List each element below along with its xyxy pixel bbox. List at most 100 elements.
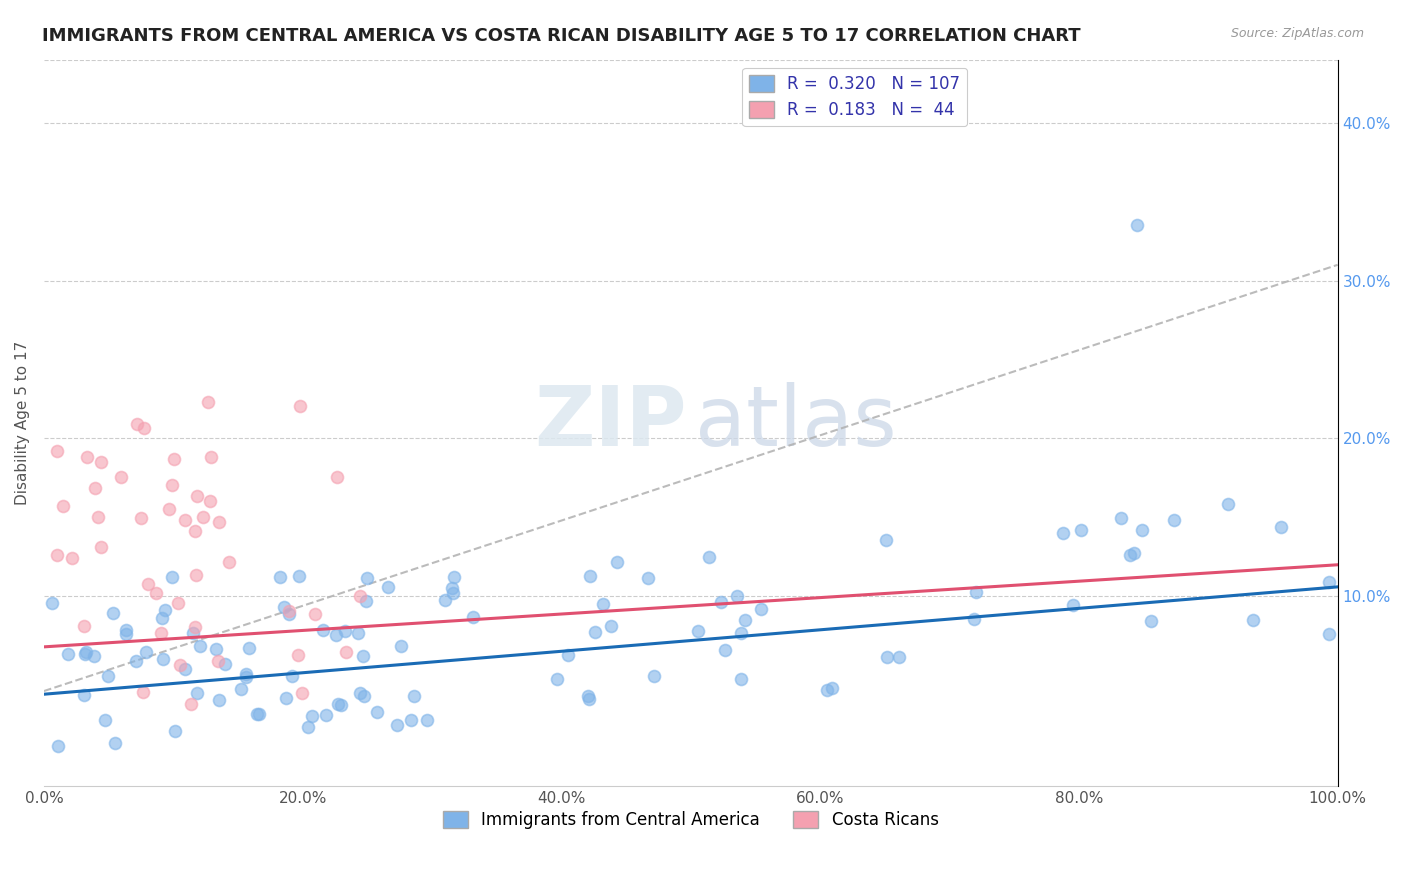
Point bbox=[197, 395, 219, 409]
Point bbox=[1241, 613, 1264, 627]
Point bbox=[186, 489, 208, 503]
Point bbox=[136, 576, 159, 591]
Point bbox=[278, 607, 301, 621]
Point bbox=[1163, 512, 1185, 526]
Point bbox=[686, 624, 709, 638]
Point bbox=[312, 624, 335, 638]
Point bbox=[132, 684, 155, 698]
Point bbox=[208, 692, 231, 706]
Point bbox=[1119, 549, 1142, 563]
Point bbox=[815, 682, 838, 697]
Point bbox=[115, 626, 138, 640]
Point bbox=[180, 697, 202, 711]
Point bbox=[1270, 520, 1292, 534]
Point bbox=[198, 494, 221, 508]
Point bbox=[87, 509, 110, 524]
Point bbox=[174, 513, 197, 527]
Point bbox=[463, 610, 485, 624]
Point bbox=[335, 645, 357, 659]
Point bbox=[135, 645, 157, 659]
Point bbox=[129, 511, 152, 525]
Point bbox=[713, 643, 735, 657]
Point bbox=[734, 613, 756, 627]
Point bbox=[125, 417, 148, 432]
Point bbox=[416, 713, 439, 727]
Point bbox=[46, 739, 69, 754]
Point bbox=[276, 690, 298, 705]
Point bbox=[730, 672, 752, 686]
Point bbox=[287, 569, 309, 583]
Point bbox=[184, 568, 207, 582]
Point bbox=[576, 689, 599, 703]
Point bbox=[579, 569, 602, 583]
Point bbox=[385, 718, 408, 732]
Point bbox=[751, 601, 773, 615]
Point bbox=[1218, 497, 1240, 511]
Point bbox=[821, 681, 844, 696]
Point bbox=[557, 648, 579, 662]
Point bbox=[297, 720, 319, 734]
Point bbox=[643, 669, 665, 683]
Y-axis label: Disability Age 5 to 17: Disability Age 5 to 17 bbox=[15, 341, 30, 505]
Point bbox=[329, 698, 352, 712]
Point bbox=[725, 589, 748, 603]
Point bbox=[1052, 526, 1074, 541]
Point bbox=[273, 599, 295, 614]
Point bbox=[637, 571, 659, 585]
Point bbox=[889, 650, 911, 665]
Point bbox=[578, 691, 600, 706]
Point bbox=[193, 510, 215, 524]
Point bbox=[546, 672, 568, 686]
Point bbox=[90, 541, 112, 555]
Point bbox=[46, 548, 69, 562]
Point bbox=[145, 586, 167, 600]
Point bbox=[1319, 627, 1341, 641]
Point bbox=[184, 620, 207, 634]
Point bbox=[441, 586, 464, 600]
Legend: Immigrants from Central America, Costa Ricans: Immigrants from Central America, Costa R… bbox=[436, 804, 945, 836]
Point bbox=[163, 723, 186, 738]
Point bbox=[246, 706, 269, 721]
Point bbox=[157, 501, 180, 516]
Point bbox=[1126, 219, 1149, 233]
Point bbox=[207, 654, 229, 668]
Point bbox=[443, 570, 465, 584]
Point bbox=[349, 589, 371, 603]
Point bbox=[166, 596, 188, 610]
Text: ZIP: ZIP bbox=[534, 382, 688, 463]
Point bbox=[188, 640, 211, 654]
Point bbox=[153, 603, 176, 617]
Point bbox=[606, 556, 628, 570]
Point bbox=[75, 644, 97, 658]
Point bbox=[328, 697, 350, 711]
Point bbox=[58, 647, 80, 661]
Point bbox=[281, 669, 304, 683]
Point bbox=[132, 421, 155, 435]
Point bbox=[353, 690, 375, 704]
Point bbox=[218, 555, 240, 569]
Point bbox=[730, 625, 752, 640]
Point bbox=[1140, 614, 1163, 628]
Point bbox=[52, 499, 75, 513]
Point bbox=[963, 612, 986, 626]
Point bbox=[60, 550, 83, 565]
Point bbox=[229, 681, 252, 696]
Point bbox=[1317, 575, 1340, 590]
Point bbox=[247, 706, 270, 721]
Point bbox=[235, 667, 257, 681]
Point bbox=[325, 628, 347, 642]
Point bbox=[315, 708, 337, 723]
Point bbox=[291, 686, 314, 700]
Point bbox=[235, 670, 257, 684]
Point bbox=[352, 649, 374, 664]
Point bbox=[41, 596, 63, 610]
Point bbox=[356, 571, 378, 585]
Point bbox=[181, 626, 204, 640]
Point bbox=[169, 658, 191, 673]
Point bbox=[160, 570, 183, 584]
Point bbox=[1130, 523, 1153, 537]
Point bbox=[46, 444, 69, 458]
Point bbox=[125, 654, 148, 668]
Point bbox=[162, 477, 184, 491]
Point bbox=[163, 452, 186, 467]
